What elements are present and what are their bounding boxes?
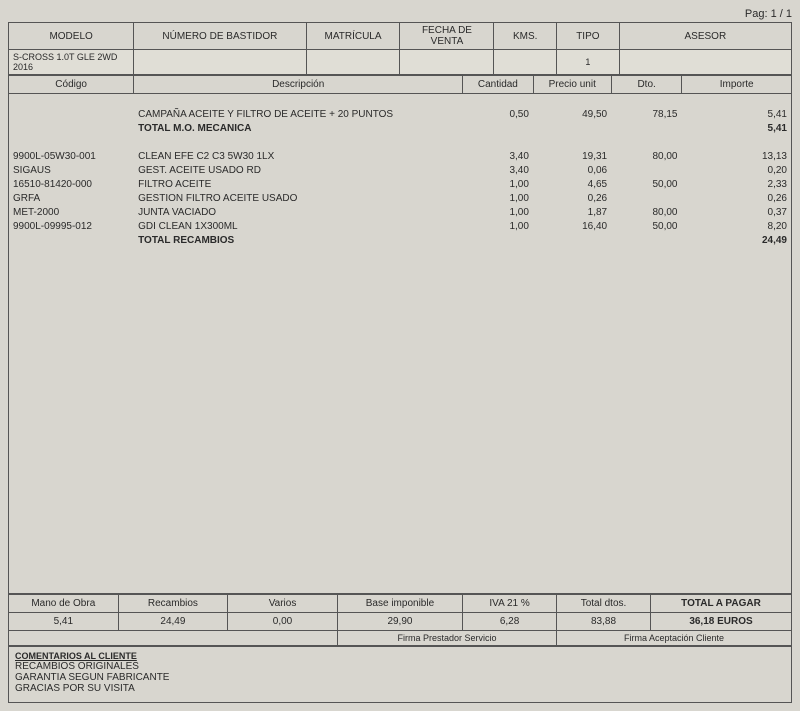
hdr-tipo-label: TIPO [557,23,620,50]
hdr-kms-label: KMS. [494,23,557,50]
hdr-fecha-label: FECHA DE VENTA [400,23,494,50]
col-descripcion: Descripción [134,76,463,94]
sig-cliente: Firma Aceptación Cliente [557,631,792,646]
hdr-modelo-value: S-CROSS 1.0T GLE 2WD 2016 [9,50,134,75]
ft-recambios-value: 24,49 [118,613,228,631]
hdr-tipo-value: 1 [557,50,620,75]
table-row: TOTAL M.O. MECANICA5,41 [9,122,791,136]
ft-iva-value: 6,28 [463,613,557,631]
table-row: 9900L-09995-012GDI CLEAN 1X300ML1,0016,4… [9,220,791,234]
comments-line1: RECAMBIOS ORIGINALES [15,661,785,672]
hdr-bastidor-label: NÚMERO DE BASTIDOR [134,23,306,50]
table-row: 16510-81420-000FILTRO ACEITE1,004,6550,0… [9,178,791,192]
hdr-modelo-label: MODELO [9,23,134,50]
table-row: SIGAUSGEST. ACEITE USADO RD3,400,060,20 [9,164,791,178]
ft-varios-value: 0,00 [228,613,338,631]
comments-box: COMENTARIOS AL CLIENTE RECAMBIOS ORIGINA… [8,646,792,703]
ft-total-value: 36,18 EUROS [651,613,792,631]
hdr-asesor-label: ASESOR [619,23,791,50]
col-importe: Importe [682,76,792,94]
ft-recambios-label: Recambios [118,595,228,613]
ft-iva-label: IVA 21 % [463,595,557,613]
table-row [9,94,791,108]
hdr-asesor-value [619,50,791,75]
table-row: CAMPAÑA ACEITE Y FILTRO DE ACEITE + 20 P… [9,108,791,122]
hdr-fecha-value [400,50,494,75]
lines-body-area: CAMPAÑA ACEITE Y FILTRO DE ACEITE + 20 P… [8,94,792,594]
ft-varios-label: Varios [228,595,338,613]
col-dto: Dto. [611,76,681,94]
ft-dtos-label: Total dtos. [557,595,651,613]
table-row: GRFAGESTION FILTRO ACEITE USADO1,000,260… [9,192,791,206]
hdr-matricula-value [306,50,400,75]
page-indicator: Pag: 1 / 1 [8,8,792,20]
ft-base-label: Base imponible [337,595,462,613]
ft-mano-value: 5,41 [9,613,119,631]
ft-mano-label: Mano de Obra [9,595,119,613]
hdr-kms-value [494,50,557,75]
table-row: TOTAL RECAMBIOS24,49 [9,234,791,248]
comments-title: COMENTARIOS AL CLIENTE [15,651,785,661]
lines-table: CAMPAÑA ACEITE Y FILTRO DE ACEITE + 20 P… [9,94,791,248]
col-precio: Precio unit [533,76,611,94]
footer-totals-table: Mano de Obra Recambios Varios Base impon… [8,594,792,631]
signature-row: Firma Prestador Servicio Firma Aceptació… [8,631,792,646]
table-row: MET-2000JUNTA VACIADO1,001,8780,000,37 [9,206,791,220]
ft-dtos-value: 83,88 [557,613,651,631]
hdr-bastidor-value [134,50,306,75]
table-row: 9900L-05W30-001CLEAN EFE C2 C3 5W30 1LX3… [9,150,791,164]
line-columns-header: Código Descripción Cantidad Precio unit … [8,75,792,94]
ft-base-value: 29,90 [337,613,462,631]
comments-line2: GARANTIA SEGUN FABRICANTE [15,672,785,683]
vehicle-header-table: MODELO NÚMERO DE BASTIDOR MATRÍCULA FECH… [8,22,792,75]
col-codigo: Código [9,76,134,94]
table-row [9,136,791,150]
hdr-matricula-label: MATRÍCULA [306,23,400,50]
col-cantidad: Cantidad [463,76,533,94]
ft-total-label: TOTAL A PAGAR [651,595,792,613]
sig-prestador: Firma Prestador Servicio [337,631,556,646]
comments-line3: GRACIAS POR SU VISITA [15,683,785,694]
